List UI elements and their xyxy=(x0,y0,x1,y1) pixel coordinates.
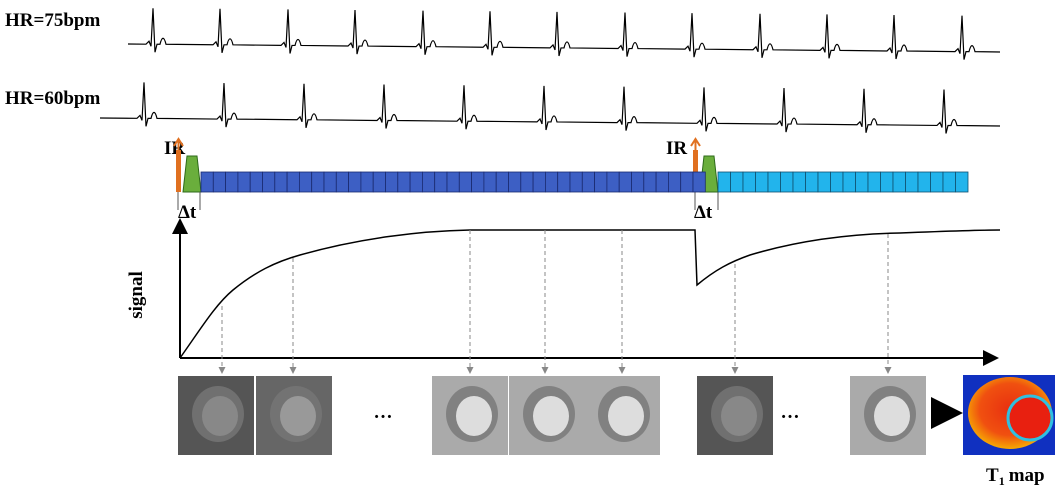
delta-t-label: Δt xyxy=(178,202,197,223)
heart-cavity xyxy=(456,396,492,436)
light-readout-block xyxy=(717,171,731,193)
dark-readout-block xyxy=(545,171,559,193)
light-readout-block xyxy=(842,171,856,193)
hr-60-label: HR=60bpm xyxy=(5,88,100,109)
signal-curve xyxy=(179,229,1001,359)
ellipsis: … xyxy=(781,402,800,423)
dark-readout-block xyxy=(421,171,436,193)
delta-t-ticks xyxy=(177,192,719,210)
delta-t-label: Δt xyxy=(694,202,713,223)
heart-cavity xyxy=(280,396,316,436)
dark-readout-block xyxy=(298,171,313,193)
dark-readout-block xyxy=(212,171,227,193)
ecg-trace xyxy=(127,8,1001,60)
shapes xyxy=(99,8,1055,455)
ir-pulse xyxy=(176,150,181,192)
light-readout-block xyxy=(780,171,794,193)
ellipsis: … xyxy=(374,402,393,423)
light-readout-block xyxy=(867,171,881,193)
heart-cavity xyxy=(874,396,910,436)
t1-map-cavity xyxy=(1006,394,1054,442)
hr-75-label: HR=75bpm xyxy=(5,10,100,31)
dark-readout-block xyxy=(311,171,325,193)
heart-cavity xyxy=(721,396,757,436)
light-readout-block xyxy=(905,171,919,193)
ir-pulse xyxy=(693,150,698,192)
signal-axis-label: signal xyxy=(126,271,147,319)
dark-readout-block xyxy=(495,171,509,193)
readout-pulse xyxy=(182,155,202,193)
dark-readout-block xyxy=(348,171,362,193)
dark-readout-block xyxy=(692,171,706,193)
dark-readout-block xyxy=(520,171,534,193)
dark-readout-block xyxy=(274,171,288,193)
ecg-trace xyxy=(99,82,1001,134)
light-readout-block xyxy=(755,171,769,193)
light-readout-block xyxy=(955,171,969,193)
dark-readout-block xyxy=(631,171,645,193)
dark-readout-block xyxy=(323,171,337,193)
dark-readout-block xyxy=(262,171,276,193)
dark-readout-block xyxy=(249,171,263,193)
light-readout-block xyxy=(817,171,831,193)
t1-sub: 1 xyxy=(999,474,1005,488)
light-readout-block xyxy=(855,171,869,193)
dark-readout-block xyxy=(483,171,497,193)
dark-readout-block xyxy=(286,171,300,193)
dark-readout-block xyxy=(643,171,657,193)
t1-map-label: T1 map xyxy=(986,465,1045,488)
dark-readout-block xyxy=(385,171,399,193)
light-readout-block xyxy=(805,171,819,193)
dark-readout-block xyxy=(397,171,411,193)
heart-cavity xyxy=(533,396,569,436)
dark-readout-block xyxy=(618,171,632,193)
dark-readout-block xyxy=(200,171,214,193)
dark-readout-block xyxy=(335,171,349,193)
light-readout-block xyxy=(892,171,906,193)
t1-rest: map xyxy=(1009,465,1045,486)
heart-cavity xyxy=(608,396,644,436)
dark-readout-block xyxy=(471,171,485,193)
light-readout-block xyxy=(830,171,844,193)
light-readout-block xyxy=(742,171,756,193)
dark-readout-block xyxy=(360,171,374,193)
ir-arrow xyxy=(173,137,184,150)
dark-readout-block xyxy=(680,171,694,193)
dark-readout-block xyxy=(434,171,448,193)
dark-readout-block xyxy=(458,171,472,193)
dark-readout-block xyxy=(581,171,595,193)
dark-readout-block xyxy=(606,171,620,193)
ir-label: IR xyxy=(666,138,687,159)
heart-cavity xyxy=(202,396,238,436)
light-readout-block xyxy=(880,171,894,193)
dark-readout-block xyxy=(372,171,386,193)
light-readout-block xyxy=(767,171,781,193)
dark-readout-block xyxy=(668,171,682,193)
dark-readout-block xyxy=(446,171,460,193)
dark-readout-block xyxy=(532,171,546,193)
t1-main: T xyxy=(986,465,999,486)
light-readout-block xyxy=(730,171,744,193)
light-readout-block xyxy=(792,171,806,193)
light-readout-block xyxy=(930,171,944,193)
ir-label: IR xyxy=(164,138,185,159)
light-readout-block xyxy=(917,171,931,193)
dark-readout-block xyxy=(557,171,571,193)
dark-readout-block xyxy=(655,171,669,193)
dark-readout-block xyxy=(594,171,608,193)
dark-readout-block xyxy=(569,171,583,193)
dark-readout-block xyxy=(409,171,423,193)
ir-arrow xyxy=(690,137,701,150)
light-readout-block xyxy=(942,171,956,193)
dark-readout-block xyxy=(508,171,522,193)
dark-readout-block xyxy=(237,171,251,193)
dark-readout-block xyxy=(225,171,239,193)
